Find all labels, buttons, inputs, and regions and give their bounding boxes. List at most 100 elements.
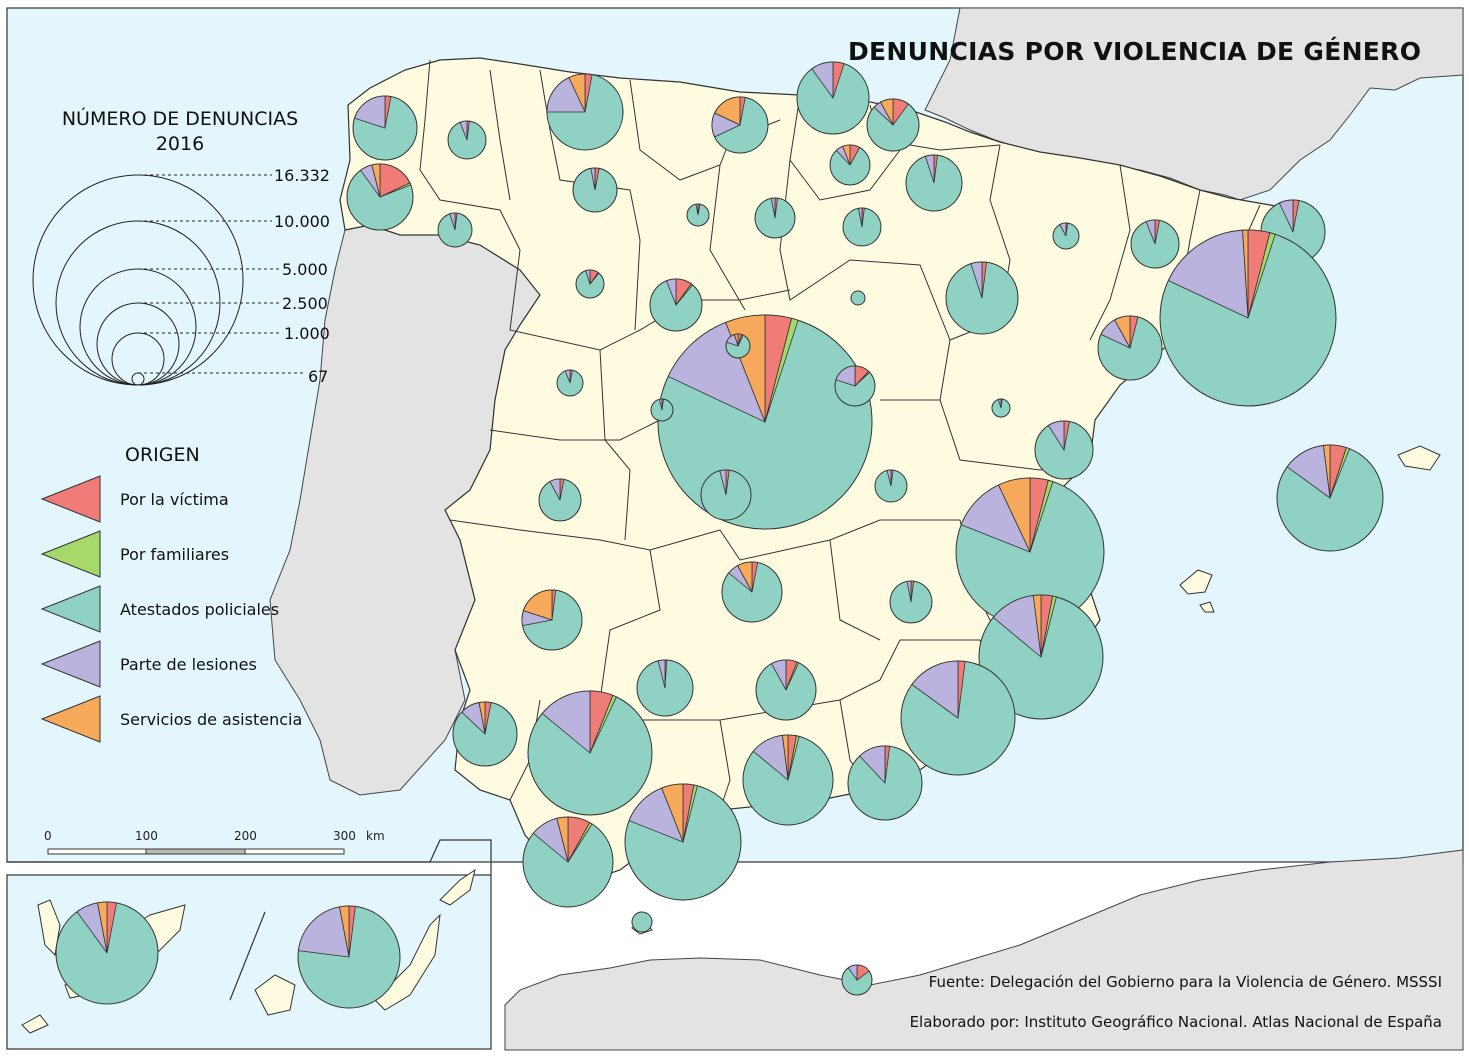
province-pie-48 xyxy=(631,911,653,933)
pie-slice-familiares-24 xyxy=(737,334,744,347)
province-pie-44 xyxy=(742,734,834,826)
origin-legend: ORIGEN Por la víctima Por familiares Atest… xyxy=(40,444,302,743)
credit-source: Fuente: Delegación del Gobierno para la … xyxy=(929,973,1442,991)
pie-slice-lesiones-21 xyxy=(1167,229,1249,319)
pie-slice-lesiones-50 xyxy=(76,902,108,954)
pie-slice-familiares-47 xyxy=(682,784,698,843)
canary-gran-canaria xyxy=(254,974,296,1016)
province-pie-5 xyxy=(711,96,769,154)
pie-slice-lesiones-51 xyxy=(297,906,350,958)
pie-slice-lesiones-31 xyxy=(719,469,727,496)
pie-slice-familiares-25 xyxy=(854,370,871,387)
pie-slice-lesiones-39 xyxy=(657,659,666,689)
scale-label-300: 300 xyxy=(333,829,356,843)
legend-swatch-familiares xyxy=(40,530,101,578)
size-value-10000: 10.000 xyxy=(274,212,330,231)
scale-bar-seg-3 xyxy=(244,848,345,855)
province-pie-50 xyxy=(55,901,159,1005)
pie-slice-lesiones-5 xyxy=(711,112,741,138)
pie-slice-familiares-18 xyxy=(675,283,694,306)
legend-swatch-atestados xyxy=(40,585,101,633)
province-pie-12 xyxy=(754,197,796,239)
province-pie-17 xyxy=(575,269,605,299)
pie-slice-lesiones-7 xyxy=(873,101,894,126)
pie-slice-lesiones-30 xyxy=(549,478,561,501)
legend-label-asistencia: Servicios de asistencia xyxy=(120,710,302,729)
scale-label-200: 200 xyxy=(234,829,257,843)
legend-swatch-asistencia xyxy=(40,695,101,743)
menorca-land xyxy=(1397,445,1441,471)
scale-bar: 0 100 200 300 km xyxy=(44,829,385,855)
pie-slice-lesiones-42 xyxy=(461,702,486,736)
size-value-5000: 5.000 xyxy=(282,260,328,279)
size-legend-heading-1: NÚMERO DE DENUNCIAS xyxy=(62,106,298,130)
province-pie-24 xyxy=(725,333,751,359)
province-pie-37 xyxy=(889,580,933,624)
province-pie-19 xyxy=(850,290,866,306)
pie-charts xyxy=(55,61,1384,1009)
pie-slice-lesiones-6 xyxy=(811,61,834,100)
province-pie-39 xyxy=(636,659,694,717)
pie-slice-lesiones-2 xyxy=(459,120,468,141)
size-legend-heading-2: 2016 xyxy=(156,133,204,155)
province-pie-7 xyxy=(866,98,920,152)
province-pie-6 xyxy=(796,61,870,135)
province-pie-32 xyxy=(874,469,908,503)
province-pie-3 xyxy=(437,212,473,248)
pie-slice-lesiones-25 xyxy=(835,365,856,387)
legend-swatch-victima xyxy=(40,475,101,523)
pie-slice-lesiones-47 xyxy=(628,787,684,843)
province-pie-41 xyxy=(900,660,1016,776)
scale-label-0: 0 xyxy=(44,829,52,843)
legend-swatch-lesiones xyxy=(40,640,101,688)
province-pie-26 xyxy=(556,369,584,397)
pie-slice-lesiones-38 xyxy=(992,595,1042,658)
pie-slice-lesiones-9 xyxy=(590,167,596,191)
pie-slice-lesiones-1 xyxy=(360,164,381,198)
map-title: DENUNCIAS POR VIOLENCIA DE GÉNERO xyxy=(848,37,1421,66)
province-pie-4 xyxy=(546,73,624,151)
pie-slice-lesiones-45 xyxy=(859,745,886,785)
pie-slice-asistencia-36 xyxy=(522,589,553,621)
province-pie-49 xyxy=(841,964,873,996)
legend-label-atestados: Atestados policiales xyxy=(120,600,279,619)
size-value-1000: 1.000 xyxy=(284,324,330,343)
pie-slice-familiares-46 xyxy=(567,822,593,863)
pie-base-48 xyxy=(631,911,653,933)
pie-slice-lesiones-4 xyxy=(546,77,586,113)
pie-slice-lesiones-36 xyxy=(521,610,553,627)
canary-inset-notch xyxy=(7,839,492,875)
province-pie-25 xyxy=(834,365,876,407)
pie-slice-lesiones-24 xyxy=(726,334,739,347)
pie-base-19 xyxy=(850,290,866,306)
province-pie-28 xyxy=(991,398,1011,418)
province-pie-1 xyxy=(346,163,414,231)
formentera-land xyxy=(1199,601,1215,613)
province-pie-9 xyxy=(572,167,618,213)
province-pie-47 xyxy=(624,783,742,901)
province-pie-29 xyxy=(1034,420,1094,480)
origin-legend-heading: ORIGEN xyxy=(125,444,200,466)
province-pie-40 xyxy=(755,659,817,721)
province-pie-46 xyxy=(522,816,614,908)
pie-slice-lesiones-18 xyxy=(665,278,677,306)
pie-slice-lesiones-16 xyxy=(1278,199,1294,233)
pie-slice-lesiones-15 xyxy=(1145,219,1156,245)
pie-slice-familiares-33 xyxy=(1329,447,1351,499)
pie-slice-familiares-23 xyxy=(764,317,799,423)
size-value-2500: 2.500 xyxy=(282,294,328,313)
canary-hierro xyxy=(21,1014,49,1034)
scale-bar-seg-1 xyxy=(47,848,147,855)
province-pie-35 xyxy=(721,561,783,623)
credit-made-by: Elaborado por: Instituto Geográfico Naci… xyxy=(910,1013,1442,1031)
province-pie-14 xyxy=(1052,222,1080,250)
origin-legend-items: Por la víctima Por familiares Atestados po… xyxy=(40,475,302,743)
province-pie-10 xyxy=(905,154,963,212)
scale-label-100: 100 xyxy=(135,829,158,843)
pie-slice-lesiones-44 xyxy=(752,734,789,781)
africa-land xyxy=(504,849,1464,1051)
canary-divider xyxy=(229,911,266,1001)
pie-slice-lesiones-20 xyxy=(970,261,983,299)
pie-slice-familiares-17 xyxy=(589,272,600,285)
